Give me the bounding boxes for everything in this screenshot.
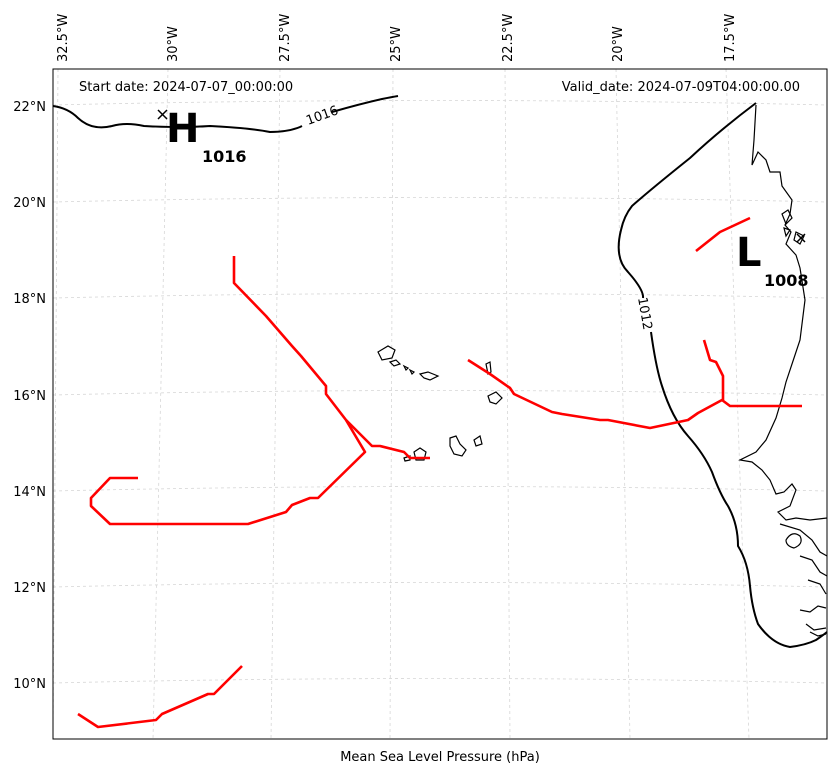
front-central [467,358,802,430]
map-background [53,69,827,739]
fronts [77,216,802,729]
latitude-labels: 22°N 20°N 18°N 16°N 14°N 12°N 10°N [13,100,46,692]
valid-date-label: Valid_date: 2024-07-09T04:00:00.00 [562,80,800,95]
lat-label: 20°N [13,196,46,211]
lat-label: 10°N [13,677,46,692]
lat-label: 22°N [13,100,46,115]
lat-label: 16°N [13,389,46,404]
map-title: Mean Sea Level Pressure (hPa) [340,750,540,765]
lon-label: 32.5°W [56,14,71,62]
low-pressure-symbol: L [736,230,762,276]
front-east-spur [702,339,725,400]
lon-label: 20°W [611,26,626,62]
high-center-marker [157,109,168,120]
isobar-1016 [52,95,399,134]
high-pressure-symbol: H [166,106,199,152]
islands-cape-verde [377,345,503,462]
lat-label: 18°N [13,292,46,307]
lon-label: 17.5°W [723,14,738,62]
low-center-marker [796,233,806,243]
front-west-branch [345,419,430,460]
front-northeast [695,216,751,253]
lat-label: 12°N [13,581,46,596]
low-pressure-value: 1008 [764,271,809,290]
lon-label: 25°W [389,26,404,62]
map-frame [52,68,828,740]
high-pressure-value: 1016 [202,147,247,166]
pressure-markers [157,109,806,243]
lon-label: 27.5°W [278,14,293,62]
longitude-labels: 32.5°W 30°W 27.5°W 25°W 22.5°W 20°W 17.5… [56,14,738,62]
lon-label: 22.5°W [501,14,516,62]
isobar-label-1012: 1012 [634,296,655,331]
start-date-label: Start date: 2024-07-07_00:00:00 [79,80,293,95]
lat-label: 14°N [13,485,46,500]
lon-label: 30°W [166,26,181,62]
gridlines [52,68,828,740]
front-west [89,256,367,526]
front-south [77,665,243,729]
isobar-1012 [617,102,828,649]
isobars [52,95,828,649]
